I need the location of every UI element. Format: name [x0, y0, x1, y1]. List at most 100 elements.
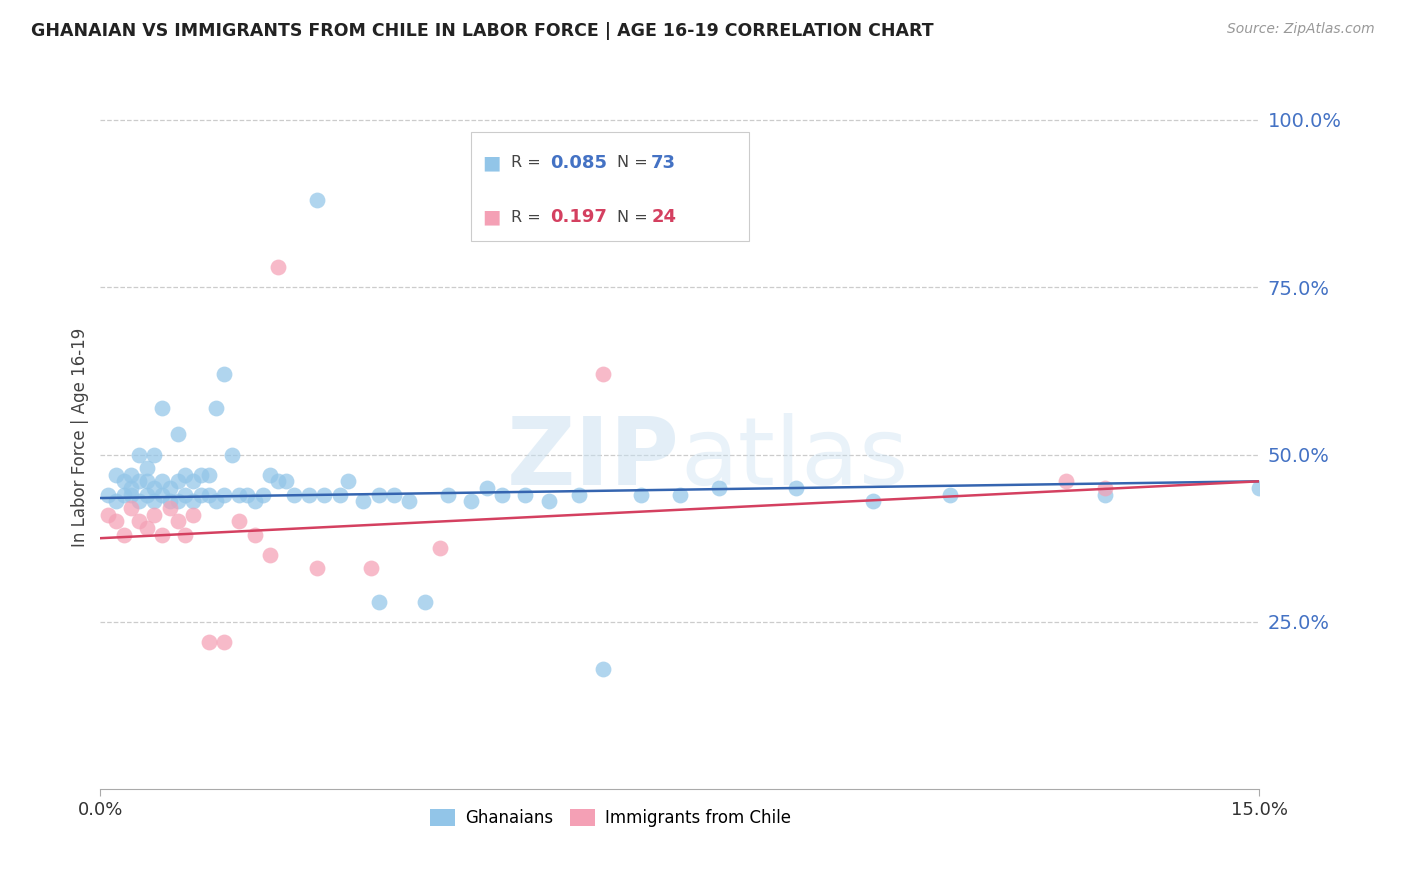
Point	[128, 515, 150, 529]
Point	[707, 481, 730, 495]
Point	[460, 494, 482, 508]
Point	[352, 494, 374, 508]
Text: atlas: atlas	[681, 413, 908, 505]
Point	[150, 401, 173, 415]
Point	[104, 467, 127, 482]
Text: N =: N =	[617, 210, 654, 225]
Text: GHANAIAN VS IMMIGRANTS FROM CHILE IN LABOR FORCE | AGE 16-19 CORRELATION CHART: GHANAIAN VS IMMIGRANTS FROM CHILE IN LAB…	[31, 22, 934, 40]
Point	[190, 488, 212, 502]
Point	[274, 475, 297, 489]
Point	[491, 488, 513, 502]
Point	[159, 494, 181, 508]
Point	[128, 448, 150, 462]
Point	[568, 488, 591, 502]
Point	[181, 508, 204, 522]
Point	[150, 488, 173, 502]
Point	[267, 475, 290, 489]
Point	[259, 467, 281, 482]
Point	[221, 448, 243, 462]
Point	[515, 488, 537, 502]
Point	[166, 515, 188, 529]
Point	[120, 467, 142, 482]
Point	[382, 488, 405, 502]
Point	[159, 481, 181, 495]
Point	[135, 461, 157, 475]
Point	[120, 488, 142, 502]
Point	[212, 368, 235, 382]
Point	[112, 528, 135, 542]
Point	[1094, 481, 1116, 495]
Point	[150, 475, 173, 489]
Point	[336, 475, 359, 489]
Point	[174, 488, 197, 502]
Point	[413, 595, 436, 609]
Point	[159, 501, 181, 516]
Point	[1094, 488, 1116, 502]
Point	[259, 548, 281, 562]
Point	[190, 467, 212, 482]
Point	[243, 528, 266, 542]
Point	[143, 481, 166, 495]
Point	[197, 467, 219, 482]
Point	[174, 528, 197, 542]
Text: ■: ■	[482, 153, 501, 172]
Point	[166, 475, 188, 489]
Point	[104, 494, 127, 508]
Point	[166, 494, 188, 508]
Point	[236, 488, 259, 502]
Point	[212, 635, 235, 649]
Point	[367, 595, 389, 609]
Point	[939, 488, 962, 502]
Point	[143, 494, 166, 508]
Point	[205, 494, 228, 508]
Point	[669, 488, 692, 502]
Point	[197, 488, 219, 502]
Text: ■: ■	[482, 208, 501, 227]
Point	[228, 515, 250, 529]
Point	[104, 515, 127, 529]
Text: Source: ZipAtlas.com: Source: ZipAtlas.com	[1227, 22, 1375, 37]
Point	[437, 488, 460, 502]
Text: 0.197: 0.197	[550, 208, 607, 226]
Point	[360, 561, 382, 575]
Point	[135, 488, 157, 502]
Point	[112, 488, 135, 502]
Point	[120, 481, 142, 495]
Point	[592, 662, 614, 676]
Point	[143, 448, 166, 462]
Point	[135, 475, 157, 489]
Point	[298, 488, 321, 502]
Point	[592, 368, 614, 382]
Point	[112, 475, 135, 489]
Point	[97, 488, 120, 502]
Point	[305, 561, 328, 575]
Point	[314, 488, 336, 502]
Point	[166, 427, 188, 442]
Point	[305, 193, 328, 207]
Point	[283, 488, 305, 502]
Point	[267, 260, 290, 274]
Point	[212, 488, 235, 502]
Point	[862, 494, 884, 508]
Point	[143, 508, 166, 522]
Text: 24: 24	[651, 208, 676, 226]
Text: R =: R =	[510, 210, 546, 225]
Point	[243, 494, 266, 508]
Point	[120, 501, 142, 516]
Point	[475, 481, 498, 495]
Text: 0.085: 0.085	[550, 153, 607, 171]
Point	[135, 521, 157, 535]
Point	[1054, 475, 1077, 489]
Text: 73: 73	[651, 153, 676, 171]
Point	[128, 494, 150, 508]
Point	[181, 475, 204, 489]
Point	[197, 635, 219, 649]
Y-axis label: In Labor Force | Age 16-19: In Labor Force | Age 16-19	[72, 328, 89, 548]
Text: N =: N =	[617, 155, 654, 170]
Point	[630, 488, 652, 502]
Point	[181, 494, 204, 508]
Point	[537, 494, 560, 508]
Point	[174, 467, 197, 482]
Point	[97, 508, 120, 522]
Legend: Ghanaians, Immigrants from Chile: Ghanaians, Immigrants from Chile	[423, 802, 797, 834]
